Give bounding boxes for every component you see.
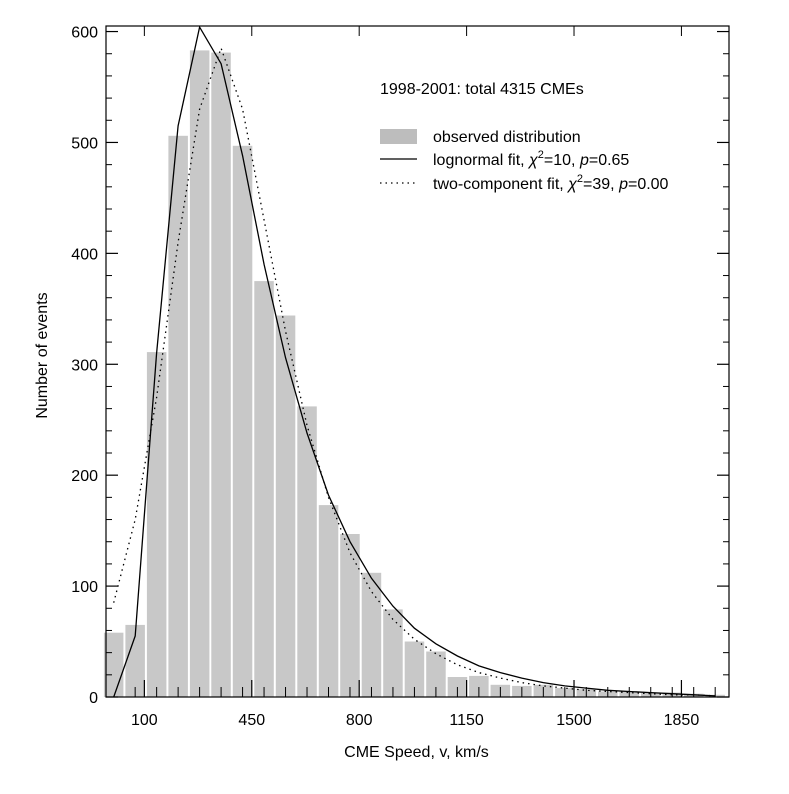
histogram-bar-3: [168, 135, 188, 698]
x-tick-label-100: 100: [131, 712, 158, 729]
axis-ticks: [106, 26, 729, 698]
x-axis-title: CME Speed, v, km/s: [344, 744, 489, 761]
histogram-bar-7: [254, 281, 274, 697]
histogram-bar-1: [125, 624, 145, 697]
y-tick-label-0: 0: [89, 690, 98, 707]
legend: observed distribution lognormal fit, χ2=…: [380, 129, 669, 193]
histogram-bars: [103, 50, 725, 698]
histogram-bar-17: [469, 675, 489, 697]
x-tick-label-1850: 1850: [664, 712, 700, 729]
histogram-bar-4: [189, 50, 210, 697]
histogram-bar-6: [232, 145, 253, 698]
histogram-bar-15: [426, 651, 446, 697]
lognormal-fit-line: [113, 25, 716, 698]
y-tick-label-400: 400: [71, 246, 98, 263]
y-tick-label-200: 200: [71, 468, 98, 485]
x-tick-label-450: 450: [238, 712, 265, 729]
legend-label-observed-distribution: observed distribution: [433, 129, 581, 146]
y-tick-label-300: 300: [71, 357, 98, 374]
histogram-bar-12: [361, 572, 382, 697]
histogram-bar-9: [297, 406, 317, 697]
histogram-bar-11: [340, 534, 360, 697]
histogram-bar-13: [383, 609, 403, 697]
x-tick-label-800: 800: [346, 712, 373, 729]
chart-annotation: 1998-2001: total 4315 CMEs: [380, 81, 584, 98]
x-tick-label-1150: 1150: [449, 712, 484, 729]
legend-label-lognormal-fit: lognormal fit, χ2=10, p=0.65: [433, 149, 629, 169]
y-tick-label-600: 600: [71, 25, 98, 42]
x-tick-label-1500: 1500: [556, 712, 592, 729]
histogram-bar-8: [275, 315, 296, 697]
fit-curves: [113, 25, 716, 698]
histogram-bar-14: [404, 641, 425, 697]
legend-label-two-component-fit: two-component fit, χ2=39, p=0.00: [433, 173, 669, 193]
legend-swatch-observed-distribution: [380, 129, 417, 144]
histogram-bar-0: [103, 632, 124, 697]
histogram-bar-5: [211, 52, 231, 698]
tick-labels: 100 450 800 1150 1500 1850 0 100 200 300 400 500 600: [71, 25, 699, 729]
plot-frame: [105, 25, 730, 698]
y-tick-label-100: 100: [71, 579, 98, 596]
y-tick-label-500: 500: [71, 135, 98, 152]
histogram-bar-10: [318, 505, 339, 697]
histogram-bar-2: [146, 352, 167, 697]
y-axis-title: Number of events: [34, 292, 51, 418]
